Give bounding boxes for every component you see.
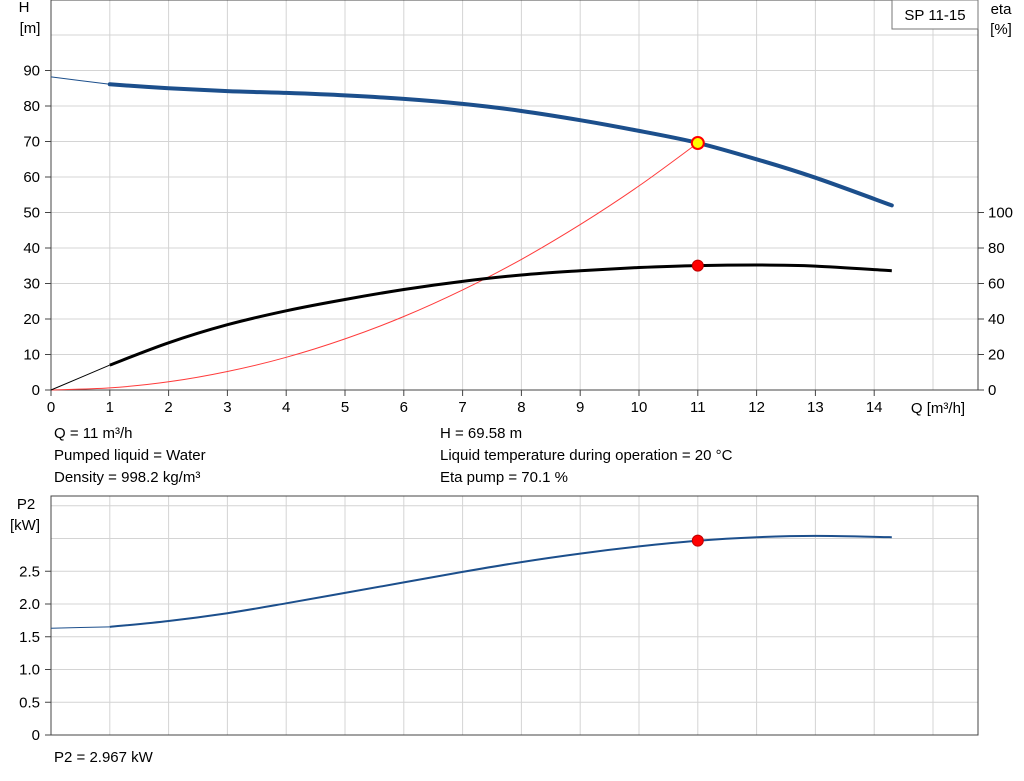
x-tick-label: 3 [223,399,231,416]
power-chart-curves [50,534,892,629]
head-curve-extrapolated [50,76,110,85]
y-tick-label: 90 [23,63,40,80]
x-tick-label: 5 [341,399,349,416]
head-chart-grid [51,0,978,390]
y-tick-label: 0 [32,382,40,399]
y-tick-label: 2.0 [19,596,40,613]
x-tick-label: 13 [807,399,824,416]
eta-operating-point [691,259,704,272]
pump-model-badge-box [891,0,979,30]
x-tick-label: 4 [282,399,290,416]
y-tick-label: 80 [23,98,40,115]
head-curve [107,82,894,208]
x-tick-label: 10 [631,399,648,416]
eta-y-ticks: 0 20 40 60 80 100 [978,205,1013,399]
head-chart-curves [50,76,894,391]
y2-tick-label: 60 [988,276,1005,293]
power-curve [109,534,892,628]
info-liquid-temperature: Liquid temperature during operation = 20… [440,447,733,464]
x-tick-label: 8 [517,399,525,416]
y-tick-label: 1.0 [19,662,40,679]
x-axis-label-flow: Q [m³/h] [911,400,965,417]
y-tick-label: 10 [23,347,40,364]
eta-curve [109,263,892,367]
info-flow: Q = 11 m³/h [54,425,133,442]
head-y-ticks: 0 10 20 30 40 50 60 70 80 90 [23,63,51,399]
y2-tick-label: 100 [988,205,1013,222]
power-y-ticks: 0 0.5 1.0 1.5 2.0 2.5 [19,563,51,744]
power-curve-extrapolated [50,626,110,629]
x-tick-label: 12 [748,399,765,416]
power-operating-point [691,534,704,547]
y-tick-label: 60 [23,169,40,186]
x-tick-label: 6 [400,399,408,416]
y-axis-unit-head: [m] [20,20,41,37]
y-axis-label-head: H [19,0,30,16]
y-tick-label: 1.5 [19,629,40,646]
info-head: H = 69.58 m [440,425,522,442]
y-tick-label: 0 [32,727,40,744]
x-tick-label: 9 [576,399,584,416]
x-tick-label: 0 [47,399,55,416]
info-power: P2 = 2.967 kW [54,749,154,766]
info-eta-pump: Eta pump = 70.1 % [440,469,568,486]
y2-axis-unit-eta: [%] [990,21,1012,38]
y-tick-label: 20 [23,311,40,328]
y-tick-label: 70 [23,134,40,151]
system-curve [50,142,699,391]
x-tick-label: 14 [866,399,883,416]
x-tick-label: 2 [164,399,172,416]
y-tick-label: 2.5 [19,563,40,580]
pump-model-badge: SP 11-15 [904,7,965,24]
y2-tick-label: 80 [988,240,1005,257]
y-tick-label: 0.5 [19,694,40,711]
power-chart-grid [51,496,978,735]
y-tick-label: 50 [23,205,40,222]
x-tick-label: 1 [106,399,114,416]
y-tick-label: 40 [23,240,40,257]
info-density: Density = 998.2 kg/m³ [54,469,200,486]
y2-tick-label: 40 [988,311,1005,328]
power-chart-frame [50,495,979,736]
info-pumped-liquid: Pumped liquid = Water [54,447,206,464]
y2-tick-label: 0 [988,382,996,399]
x-tick-label: 7 [458,399,466,416]
head-chart-frame [50,0,979,391]
y-axis-unit-power: [kW] [10,517,40,534]
y2-axis-label-eta: eta [991,1,1013,18]
y-tick-label: 30 [23,276,40,293]
flow-x-ticks: 0 1 2 3 4 5 6 7 8 9 10 11 12 13 14 [47,390,883,416]
y-axis-label-power: P2 [17,496,35,513]
head-operating-point [690,135,705,150]
x-tick-label: 11 [690,399,706,416]
y2-tick-label: 20 [988,347,1005,364]
eta-curve-extrapolated [50,364,110,391]
